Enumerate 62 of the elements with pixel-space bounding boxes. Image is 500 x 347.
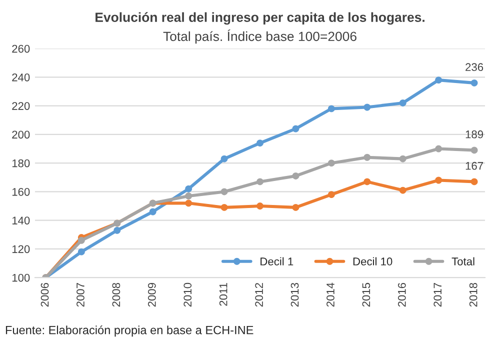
- point: [149, 208, 156, 216]
- chart-subtitle: Total país. Índice base 100=2006: [163, 29, 356, 44]
- y-tick-label: 140: [12, 216, 30, 224]
- data-label: 189: [466, 130, 484, 138]
- source-note: Fuente: Elaboración propia en base a ECH-INE: [6, 325, 254, 337]
- y-tick-label: 180: [12, 159, 30, 168]
- y-tick-label: 120: [12, 245, 30, 254]
- data-label: 167: [466, 162, 483, 170]
- legend-label: Decil 1: [260, 257, 294, 266]
- point: [185, 192, 192, 200]
- x-tick-label: 2013: [290, 282, 299, 307]
- point: [470, 79, 478, 86]
- point: [292, 125, 300, 132]
- point: [399, 186, 406, 194]
- point: [114, 226, 121, 234]
- point: [328, 160, 335, 167]
- point: [292, 204, 300, 211]
- y-tick-label: 260: [12, 44, 30, 53]
- point: [364, 104, 371, 111]
- x-tick-label: 2011: [219, 283, 228, 306]
- point: [185, 185, 192, 192]
- x-tick-label: 2016: [398, 282, 406, 307]
- y-tick-label: 240: [12, 73, 30, 82]
- x-tick-label: 2014: [326, 282, 334, 307]
- x-tick-label: 2012: [255, 283, 263, 307]
- chart-title: Evolución real del ingreso per capita de los hogares.: [96, 12, 424, 25]
- x-tick-label: 2017: [434, 283, 442, 307]
- point: [220, 204, 228, 211]
- point: [328, 191, 335, 198]
- legend-label: Decil 10: [353, 257, 392, 266]
- point: [292, 172, 300, 180]
- point: [185, 200, 192, 207]
- y-tick-label: 160: [12, 188, 30, 196]
- point: [256, 178, 264, 186]
- x-tick-label: 2018: [469, 282, 478, 307]
- x-tick-label: 2010: [184, 282, 192, 307]
- point: [399, 100, 406, 106]
- point: [78, 248, 85, 256]
- point: [256, 202, 264, 210]
- point: [435, 145, 442, 152]
- x-tick-label: 2006: [40, 282, 49, 307]
- x-tick-label: 2009: [148, 282, 156, 307]
- point: [435, 76, 442, 84]
- x-tick-label: 2007: [76, 283, 84, 307]
- x-tick-label: 2008: [112, 282, 120, 307]
- data-label: 236: [466, 63, 484, 72]
- point: [470, 146, 478, 154]
- point: [364, 154, 371, 161]
- point: [435, 176, 442, 184]
- point: [328, 105, 335, 112]
- x-tick-label: 2015: [362, 282, 370, 307]
- y-tick-label: 100: [12, 274, 30, 282]
- point: [470, 178, 478, 186]
- point: [78, 236, 85, 244]
- y-tick-label: 200: [12, 130, 30, 139]
- legend-label: Total: [452, 257, 474, 266]
- point: [399, 155, 406, 162]
- point: [364, 178, 371, 186]
- point: [220, 155, 228, 162]
- y-tick-label: 220: [12, 102, 30, 110]
- point: [220, 188, 228, 196]
- point: [256, 140, 264, 147]
